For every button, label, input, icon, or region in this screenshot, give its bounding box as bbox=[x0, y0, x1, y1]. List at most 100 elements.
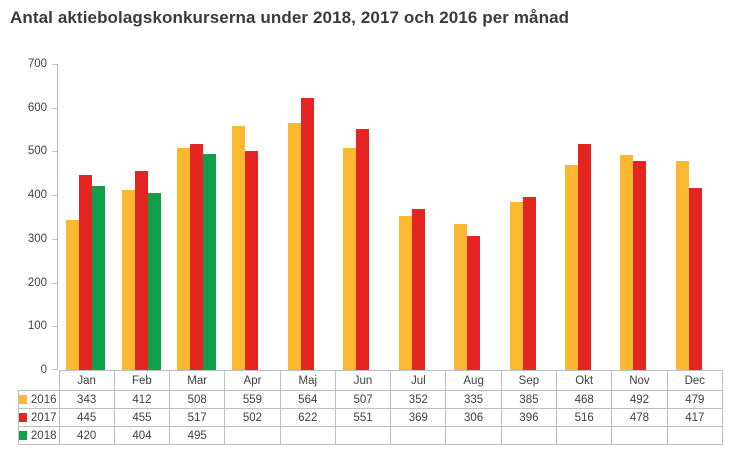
value-cell: 445 bbox=[58, 408, 115, 427]
value-cell: 551 bbox=[334, 408, 392, 427]
value-cell: 404 bbox=[113, 426, 171, 445]
value-cell bbox=[611, 426, 668, 445]
bar-2016-mar bbox=[177, 147, 191, 370]
value-cell bbox=[224, 426, 281, 445]
value-cell: 479 bbox=[666, 390, 724, 409]
y-axis-label: 300 bbox=[27, 232, 47, 245]
bar-2016-dec bbox=[675, 160, 689, 370]
bar-2016-aug bbox=[454, 223, 468, 370]
bar-2017-jan bbox=[79, 175, 93, 370]
y-axis-tick bbox=[52, 64, 57, 65]
y-axis-tick bbox=[52, 369, 57, 370]
month-header-cell: Okt bbox=[556, 370, 613, 391]
y-axis-line bbox=[57, 64, 58, 370]
legend-swatch-icon bbox=[19, 431, 27, 440]
series-legend: 2016 bbox=[19, 394, 58, 406]
value-cell: 559 bbox=[224, 390, 281, 409]
y-axis-tick bbox=[52, 107, 57, 109]
value-cell: 495 bbox=[169, 426, 226, 445]
plot-area bbox=[58, 64, 723, 370]
bar-2018-mar bbox=[203, 153, 217, 370]
y-axis-label: 500 bbox=[27, 145, 47, 158]
value-cell: 369 bbox=[390, 408, 447, 427]
bar-2018-jan bbox=[92, 186, 106, 370]
bar-2016-nov bbox=[620, 154, 634, 370]
month-header-cell: Aug bbox=[445, 370, 502, 391]
bar-2017-sep bbox=[522, 196, 536, 370]
value-cell: 420 bbox=[58, 426, 115, 445]
value-cell: 468 bbox=[556, 390, 613, 409]
value-cell bbox=[556, 426, 613, 445]
y-axis-label: 400 bbox=[27, 189, 47, 202]
value-cell bbox=[500, 426, 558, 445]
value-cell bbox=[334, 426, 392, 445]
value-cell: 412 bbox=[113, 390, 171, 409]
value-cell: 517 bbox=[169, 408, 226, 427]
value-cell: 507 bbox=[334, 390, 392, 409]
legend-swatch-icon bbox=[19, 413, 27, 422]
y-axis-tick bbox=[52, 326, 57, 328]
bar-2017-jul bbox=[411, 208, 425, 370]
bar-group-nov bbox=[612, 64, 667, 370]
bar-group-maj bbox=[280, 64, 335, 370]
bar-2017-okt bbox=[578, 144, 591, 370]
month-header-cell: Sep bbox=[500, 370, 558, 391]
series-name-label: 2017 bbox=[30, 411, 57, 424]
bar-2017-mar bbox=[190, 144, 204, 370]
y-axis-label: 200 bbox=[27, 276, 47, 289]
table-row-2017: 2017 445 455 517 502 622 551 369 306 396 516 478 417 bbox=[18, 408, 724, 427]
value-cell: 502 bbox=[224, 408, 281, 427]
value-cell: 622 bbox=[279, 408, 336, 427]
value-cell: 396 bbox=[500, 408, 558, 427]
bar-2018-feb bbox=[147, 193, 161, 370]
value-cell: 335 bbox=[445, 390, 502, 409]
bar-2017-dec bbox=[688, 187, 702, 370]
bar-2016-maj bbox=[287, 123, 301, 370]
value-cell: 508 bbox=[169, 390, 226, 409]
table-row-2016: 2016 343 412 508 559 564 507 352 335 385 468 492 479 bbox=[18, 390, 724, 409]
bar-2017-nov bbox=[633, 161, 647, 370]
month-header-cell: Nov bbox=[611, 370, 668, 391]
value-cell bbox=[390, 426, 447, 445]
y-axis-label: 700 bbox=[27, 58, 47, 70]
bar-group-feb bbox=[113, 64, 168, 370]
y-axis-tick bbox=[52, 195, 57, 197]
series-legend-cell: 2016 bbox=[18, 390, 60, 409]
y-axis-label: 600 bbox=[27, 101, 47, 114]
bar-2016-jul bbox=[398, 216, 412, 370]
month-header-cell: Maj bbox=[279, 370, 336, 391]
series-legend-cell: 2017 bbox=[18, 408, 60, 427]
month-header-cell: Apr bbox=[224, 370, 281, 391]
table-row-2018: 2018 420 404 495 bbox=[18, 426, 724, 445]
chart-title: Antal aktiebolagskonkurserna under 2018,… bbox=[10, 8, 570, 27]
bar-2016-okt bbox=[565, 165, 578, 370]
bar-group-jun bbox=[335, 64, 390, 370]
bar-group-apr bbox=[224, 64, 279, 370]
bar-2016-jan bbox=[66, 220, 80, 370]
bar-2017-apr bbox=[245, 150, 259, 370]
value-cell: 417 bbox=[666, 408, 724, 427]
y-axis-tick bbox=[52, 151, 57, 153]
bar-group-jan bbox=[58, 64, 113, 370]
month-header-cell: Jun bbox=[334, 370, 392, 391]
value-cell: 564 bbox=[279, 390, 336, 409]
value-cell: 352 bbox=[390, 390, 447, 409]
bar-group-aug bbox=[446, 64, 501, 370]
value-cell: 492 bbox=[611, 390, 668, 409]
bar-2017-maj bbox=[300, 98, 314, 370]
legend-swatch-icon bbox=[19, 395, 27, 404]
y-axis-tick bbox=[52, 238, 57, 240]
month-header-cell: Jul bbox=[390, 370, 447, 391]
bar-group-jul bbox=[391, 64, 446, 370]
bar-group-sep bbox=[501, 64, 556, 370]
series-legend: 2017 bbox=[19, 411, 58, 424]
value-cell bbox=[279, 426, 336, 445]
bar-2017-jun bbox=[356, 129, 370, 370]
value-cell: 478 bbox=[611, 408, 668, 427]
y-axis-label: 0 bbox=[40, 364, 47, 376]
chart-data-table: Jan Feb Mar Apr Maj Jun Jul Aug Sep Okt Nov Dec 2016… bbox=[18, 370, 724, 445]
value-cell bbox=[445, 426, 502, 445]
series-name-label: 2018 bbox=[30, 429, 57, 442]
bar-group-dec bbox=[668, 64, 723, 370]
series-legend: 2018 bbox=[19, 429, 58, 442]
